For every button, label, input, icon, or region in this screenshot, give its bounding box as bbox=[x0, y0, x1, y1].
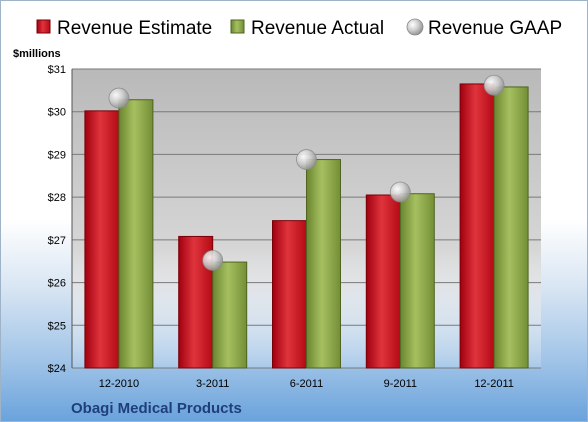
y-tick-label: $24 bbox=[48, 363, 66, 375]
x-tick-label: 12-2011 bbox=[474, 378, 514, 390]
legend-swatch-gaap bbox=[406, 18, 424, 36]
marker-revenue-gaap bbox=[202, 249, 224, 271]
y-tick-label: $25 bbox=[48, 320, 66, 332]
legend-label: Revenue Actual bbox=[251, 18, 384, 39]
bar-revenue-actual bbox=[493, 86, 529, 369]
legend-swatch-estimate bbox=[36, 19, 51, 34]
marker-revenue-gaap bbox=[483, 74, 505, 96]
y-tick-label: $27 bbox=[48, 235, 66, 247]
bar-revenue-actual bbox=[399, 193, 435, 369]
x-tick-label: 12-2010 bbox=[99, 378, 139, 390]
y-tick-label: $26 bbox=[48, 278, 66, 290]
marker-revenue-gaap bbox=[108, 87, 130, 109]
marker-revenue-gaap bbox=[296, 149, 317, 170]
bar-revenue-estimate bbox=[272, 220, 307, 369]
y-tick-label: $28 bbox=[48, 192, 66, 204]
y-tick-label: $29 bbox=[48, 149, 66, 161]
company-name: Obagi Medical Products bbox=[71, 400, 242, 417]
x-tick-label: 3-2011 bbox=[196, 378, 229, 390]
legend-label: Revenue Estimate bbox=[57, 18, 212, 39]
x-tick-label: 6-2011 bbox=[290, 378, 323, 390]
bar-revenue-estimate bbox=[459, 83, 495, 369]
legend-label: Revenue GAAP bbox=[428, 18, 562, 39]
marker-revenue-gaap bbox=[389, 181, 411, 203]
legend-swatch-actual bbox=[230, 19, 245, 34]
x-tick-label: 9-2011 bbox=[384, 378, 417, 390]
y-tick-label: $30 bbox=[48, 107, 66, 119]
bar-revenue-actual bbox=[118, 99, 154, 369]
y-tick-label: $31 bbox=[48, 64, 66, 76]
bar-revenue-actual bbox=[212, 261, 248, 369]
bar-revenue-actual bbox=[306, 159, 341, 369]
bar-revenue-estimate bbox=[365, 194, 401, 369]
bar-revenue-estimate bbox=[84, 110, 120, 369]
y-axis-unit-label: $millions bbox=[13, 48, 61, 60]
